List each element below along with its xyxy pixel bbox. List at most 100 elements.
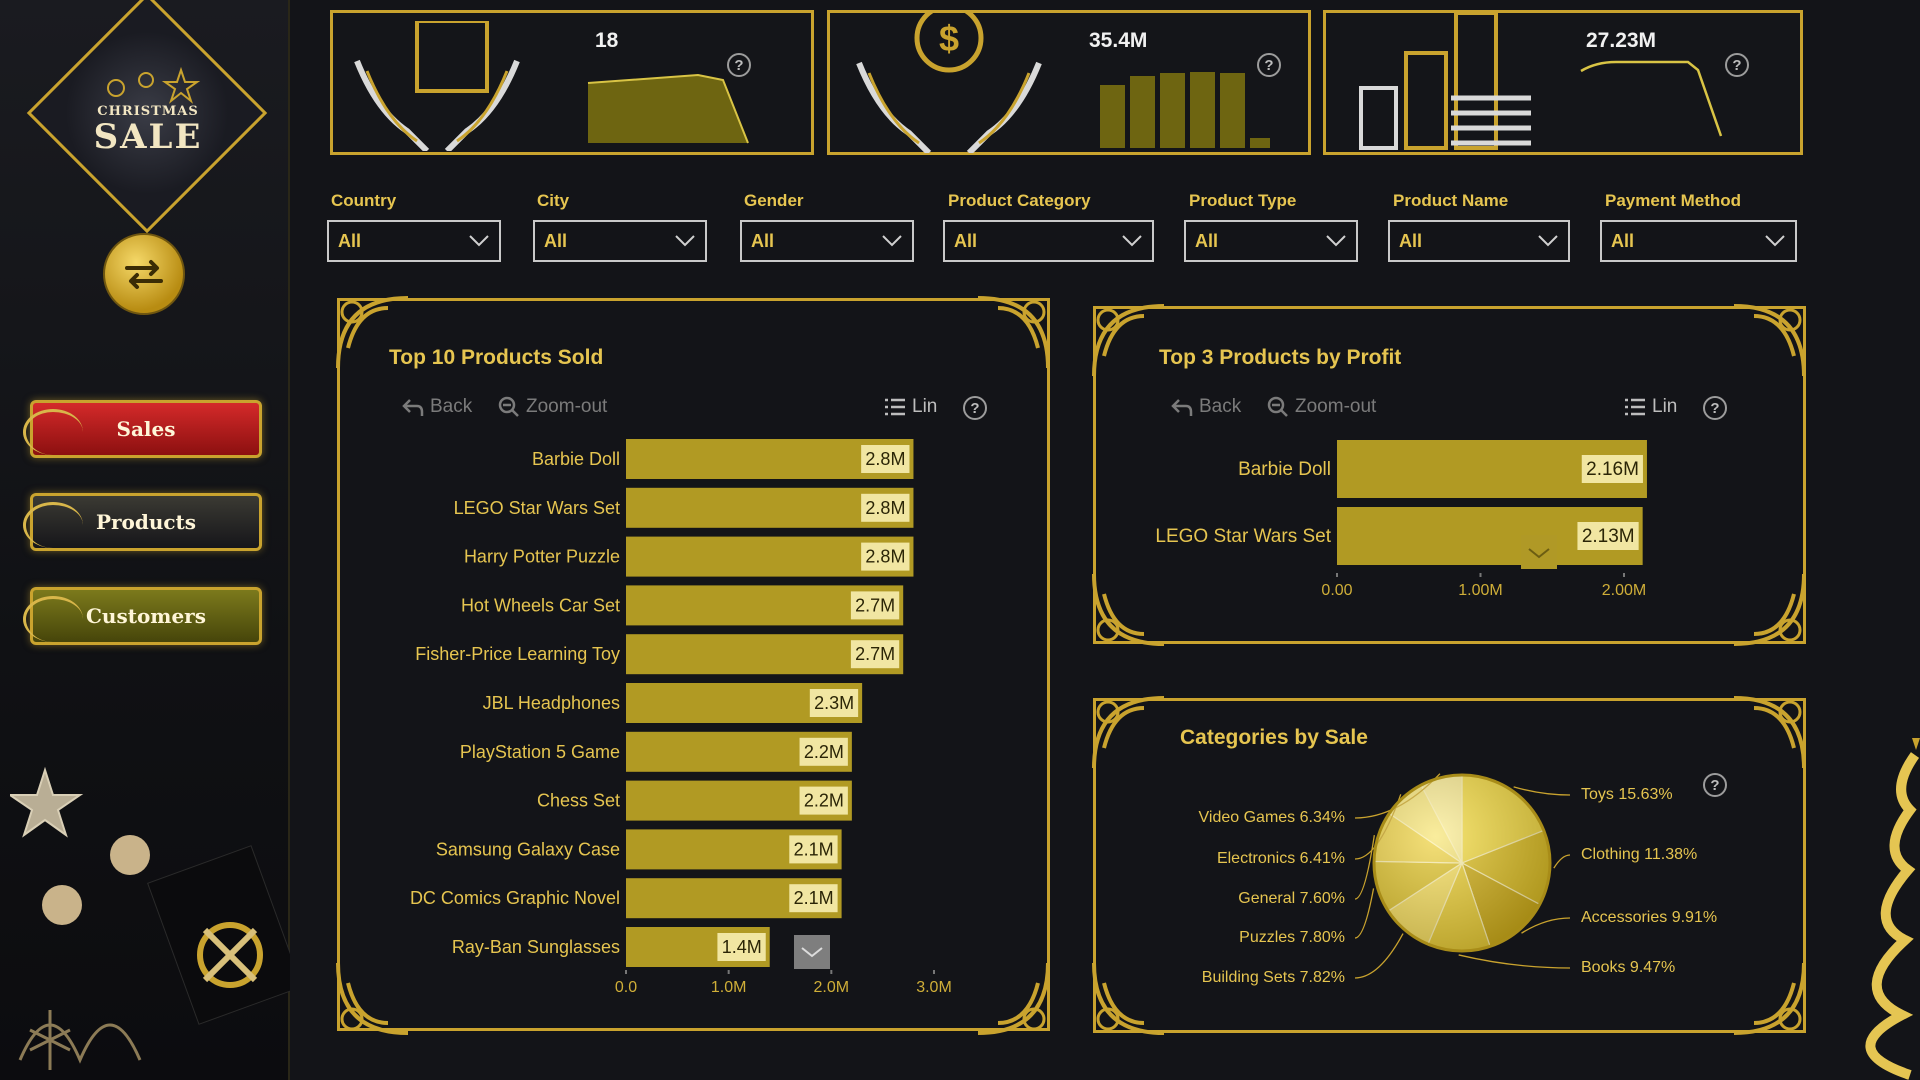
kpi-products-value: 18: [595, 29, 619, 52]
pie-slice-label: Accessories 9.91%: [1581, 909, 1717, 926]
flourish-corner-icon: [977, 296, 1050, 369]
data-label-box: [809, 689, 859, 717]
pie-shading: [1374, 775, 1550, 951]
nav-sales-button[interactable]: Sales: [23, 400, 262, 458]
flourish-corner-icon: [1092, 696, 1165, 769]
refresh-button[interactable]: [103, 233, 185, 315]
filter-product-name-dropdown[interactable]: All: [1388, 220, 1570, 262]
pie-slice-label: Building Sets 7.82%: [1202, 969, 1345, 986]
zoom-out-label: Zoom-out: [526, 396, 608, 417]
chevron-down-icon: [1765, 235, 1785, 247]
leader-line: [1354, 888, 1375, 939]
zoom-out-icon: [1267, 396, 1288, 417]
panel-top3-frame: [1093, 306, 1806, 644]
scroll-down-button[interactable]: [794, 935, 830, 969]
bar-value-label: 1.4M: [722, 937, 762, 957]
filter-label-payment-method: Payment Method: [1605, 191, 1742, 210]
chevron-down-icon: [1528, 548, 1550, 559]
lin-label: Lin: [912, 396, 938, 417]
back-button[interactable]: Back: [402, 396, 472, 418]
help-icon[interactable]: ?: [963, 396, 987, 420]
kpi-sales-value: 35.4M: [1089, 29, 1148, 52]
filter-label-city: City: [537, 191, 570, 210]
help-icon[interactable]: ?: [1703, 396, 1727, 420]
data-label-box: [861, 445, 910, 473]
kpi-card-products: 18 ?: [330, 10, 814, 155]
filter-product-type-dropdown[interactable]: All: [1184, 220, 1358, 262]
chart-title-categories: Categories by Sale: [1180, 726, 1368, 749]
x-tick-label: 1.0M: [711, 979, 747, 996]
chart-categories-pie: Toys 15.63% Clothing 11.38% Accessories 9.…: [1199, 773, 1717, 986]
filter-gender-dropdown[interactable]: All: [740, 220, 914, 262]
bar-category-label: Hot Wheels Car Set: [461, 595, 620, 615]
filter-payment-method-value: All: [1611, 230, 1635, 251]
bar-value-label: 2.7M: [855, 595, 895, 615]
x-tick-label: 0.0: [615, 979, 637, 996]
bar-category-label: DC Comics Graphic Novel: [410, 888, 620, 908]
flourish-corner-icon: [1733, 304, 1806, 377]
pie-slice-label: Clothing 11.38%: [1581, 846, 1697, 863]
zoom-out-button[interactable]: Zoom-out: [1267, 396, 1376, 418]
pie-slice-label: Puzzles 7.80%: [1239, 929, 1345, 946]
hands-box-icon: [354, 21, 520, 151]
data-label-box: [789, 884, 838, 913]
chevron-down-icon: [801, 947, 823, 958]
nav-customers-label: Customers: [86, 604, 206, 628]
data-label-box: [1577, 522, 1639, 550]
data-label-box: [850, 640, 900, 669]
pie-slice-label: Books 9.47%: [1581, 959, 1675, 976]
leader-line: [1354, 933, 1404, 979]
filter-label-gender: Gender: [744, 191, 804, 210]
bar-value-label: 2.3M: [814, 693, 854, 713]
bar-value-label: 2.8M: [865, 547, 905, 567]
chart-title-top3: Top 3 Products by Profit: [1159, 346, 1402, 369]
flourish-corner-icon: [1092, 304, 1165, 377]
bar-value-label: 2.8M: [865, 449, 905, 469]
nav-customers-button[interactable]: Customers: [23, 587, 262, 645]
gold-swirl-icon: [23, 502, 83, 548]
hands-coin-icon: $: [856, 13, 1042, 153]
data-label-box: [799, 786, 848, 815]
filter-label-product-name: Product Name: [1393, 191, 1509, 210]
help-icon[interactable]: ?: [727, 53, 751, 77]
bar-value-label: 2.2M: [804, 742, 844, 762]
filter-product-name-value: All: [1399, 230, 1423, 251]
filter-product-category-value: All: [954, 230, 978, 251]
help-icon[interactable]: ?: [1703, 773, 1727, 797]
bar-category-label: Fisher-Price Learning Toy: [415, 644, 620, 664]
filter-product-category-dropdown[interactable]: All: [943, 220, 1154, 262]
pie-rim: [1372, 773, 1552, 953]
filter-label-product-category: Product Category: [948, 191, 1091, 210]
bar-category-label: Barbie Doll: [1238, 459, 1331, 480]
chevron-down-icon: [1326, 235, 1346, 247]
filter-label-country: Country: [331, 191, 397, 210]
back-arrow-icon: [402, 399, 424, 416]
lin-button[interactable]: Lin: [1624, 396, 1677, 418]
flourish-corner-icon: [336, 962, 409, 1035]
x-tick-label: 2.00M: [1602, 582, 1646, 599]
zoom-out-label: Zoom-out: [1295, 396, 1377, 417]
christmas-tree-icon: [1865, 738, 1920, 1080]
filter-country-dropdown[interactable]: All: [327, 220, 501, 262]
data-label-box: [799, 737, 848, 766]
chevron-down-icon: [675, 235, 695, 247]
logo-line2: SALE: [93, 117, 203, 157]
lin-button[interactable]: Lin: [884, 396, 937, 418]
flourish-corner-icon: [977, 962, 1050, 1035]
filter-payment-method-dropdown[interactable]: All: [1600, 220, 1797, 262]
x-tick-label: 0.00: [1321, 582, 1352, 599]
flourish-corner-icon: [1092, 573, 1165, 646]
chart-top10-products: Barbie Doll 2.8M LEGO Star Wars Set 2.8M Har…: [410, 439, 952, 996]
back-button[interactable]: Back: [1171, 396, 1241, 418]
logo-text: CHRISTMAS SALE: [60, 104, 236, 155]
help-icon[interactable]: ?: [1725, 53, 1749, 77]
zoom-out-button[interactable]: Zoom-out: [498, 396, 607, 418]
chevron-down-icon: [1122, 235, 1142, 247]
leader-line: [1521, 917, 1571, 934]
kpi-products-sparkline: [587, 73, 749, 144]
scroll-down-button[interactable]: [1521, 535, 1557, 569]
help-icon[interactable]: ?: [1257, 53, 1281, 77]
kpi-card-profit: 27.23M ?: [1323, 10, 1803, 155]
nav-products-button[interactable]: Products: [23, 493, 262, 551]
filter-city-dropdown[interactable]: All: [533, 220, 707, 262]
